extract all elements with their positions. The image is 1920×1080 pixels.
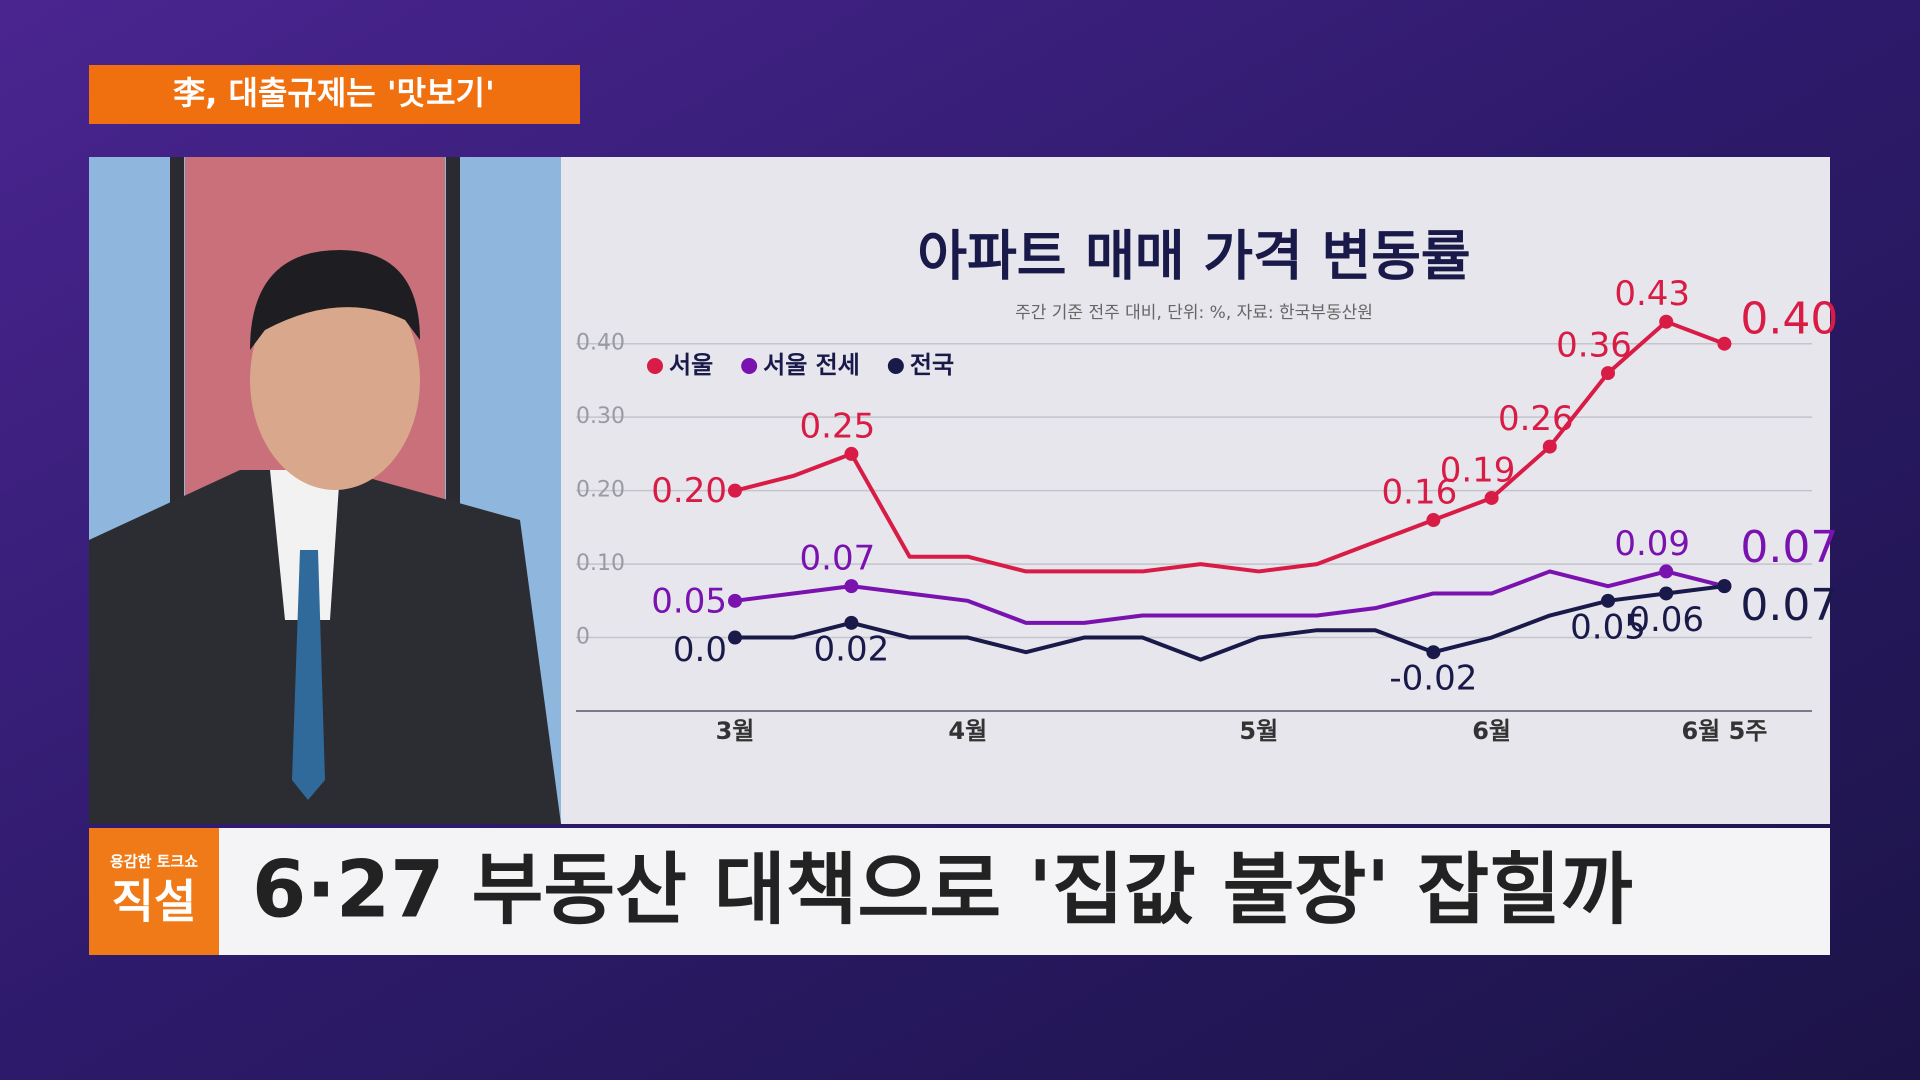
chart-subtitle: 주간 기준 전주 대비, 단위: %, 자료: 한국부동산원 [1015, 303, 1373, 323]
shirt [270, 470, 340, 620]
legend-label: 서울 전세 [763, 351, 860, 379]
logo-box [89, 828, 219, 955]
data-point [1659, 564, 1674, 579]
legend-dot [741, 358, 758, 374]
y-tick-label: 0.30 [576, 404, 625, 429]
data-point [1601, 593, 1615, 608]
legend-label: 전국 [910, 351, 954, 379]
y-tick-label: 0.40 [576, 331, 625, 356]
data-point [1426, 645, 1441, 660]
data-label: 0.20 [651, 471, 727, 511]
legend-dot [887, 358, 904, 374]
tie [292, 550, 325, 800]
data-point [1717, 579, 1732, 594]
data-label: 0.0 [673, 630, 727, 670]
legend-label: 서울 [669, 351, 713, 379]
data-label: 0.05 [1570, 607, 1646, 647]
logo-small: 용감한 토크쇼 [110, 853, 198, 871]
y-tick-label: 0.20 [576, 478, 625, 503]
data-label: 0.25 [800, 406, 876, 446]
data-label: 0.26 [1498, 399, 1574, 439]
data-label: 0.07 [800, 539, 876, 579]
hair [250, 250, 420, 350]
studio-frame [446, 157, 460, 517]
data-label: -0.02 [1389, 659, 1477, 699]
data-label: 0.36 [1556, 326, 1632, 366]
data-point [728, 593, 742, 608]
data-label: 0.43 [1614, 274, 1690, 314]
data-point [728, 630, 742, 645]
data-point [728, 483, 742, 498]
data-label: 0.40 [1740, 294, 1838, 345]
data-label: 0.02 [814, 629, 890, 669]
tag-text: 李, 대출규제는 '맛보기' [173, 74, 495, 112]
data-point [1542, 439, 1557, 454]
face [250, 270, 420, 490]
caption-text: 6·27 부동산 대책으로 '집값 불장' 잡힐까 [252, 845, 1633, 935]
data-point [1426, 513, 1441, 528]
series-line [734, 319, 1726, 574]
video-panel [89, 157, 561, 824]
data-label: 0.16 [1382, 473, 1458, 513]
logo-big: 직설 [112, 875, 197, 929]
data-label: 0.07 [1740, 522, 1838, 573]
caption-bar [219, 828, 1830, 955]
data-label: 0.19 [1440, 450, 1516, 490]
data-label: 0.07 [1740, 580, 1838, 631]
data-label: 0.05 [651, 581, 727, 621]
plot: 0 0.10 0.20 0.30 0.40 3월 4월 5월 6월 6월 5주 서울 서울 전세 전국 0… [576, 274, 1838, 745]
chart-title: 아파트 매매 가격 변동률 [917, 225, 1470, 288]
data-point [844, 579, 859, 594]
suit [89, 470, 561, 824]
x-tick-label: 3월 [716, 717, 755, 745]
y-tick-label: 0 [576, 625, 590, 650]
data-label: 0.09 [1614, 524, 1690, 564]
data-point [844, 446, 859, 461]
x-tick-label: 6월 [1472, 717, 1511, 745]
data-point [844, 615, 859, 630]
y-tick-label: 0.10 [576, 551, 625, 576]
studio-frame [170, 157, 184, 517]
x-tick-label: 5월 [1239, 717, 1278, 745]
series-line [735, 584, 1725, 662]
data-label: 0.06 [1628, 600, 1704, 640]
x-tick-label: 4월 [948, 717, 987, 745]
data-point [1659, 586, 1674, 601]
data-point [1601, 366, 1615, 381]
x-tick-label: 6월 5주 [1681, 717, 1767, 745]
data-point [1484, 490, 1499, 505]
data-point [1659, 314, 1674, 329]
legend-dot [647, 358, 663, 374]
tag-box [89, 65, 580, 124]
series-line [734, 569, 1725, 625]
data-point [1717, 336, 1732, 351]
